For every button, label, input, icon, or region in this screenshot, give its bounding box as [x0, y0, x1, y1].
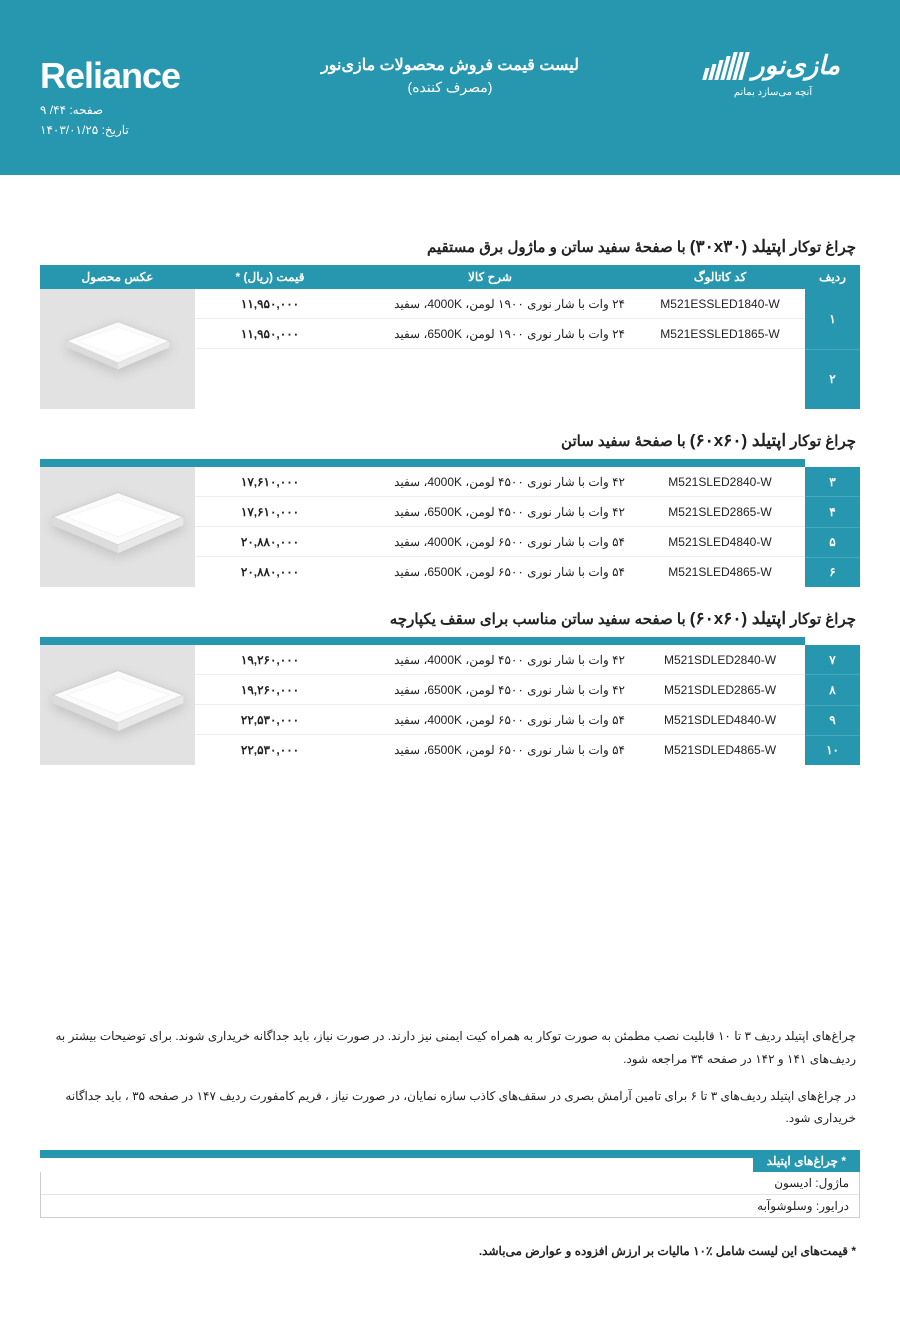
- product-image: [40, 467, 195, 587]
- cell-desc: ۵۴ وات با شار نوری ۶۵۰۰ لومن، 6500K، سفی…: [345, 743, 635, 757]
- brand-block: Reliance صفحه: ۴۴/ ۹ تاریخ: ۱۴۰۳/۰۱/۲۵: [40, 55, 180, 137]
- cell-price: ۱۹,۲۶۰,۰۰۰: [195, 683, 345, 697]
- table-header: ردیف کد کاتالوگ شرح کالا قیمت (ریال) * ع…: [40, 265, 860, 289]
- row-index: ۴: [805, 497, 860, 527]
- cell-desc: ۴۲ وات با شار نوری ۴۵۰۰ لومن، 4000K، سفی…: [345, 653, 635, 667]
- data-rows: M521SLED2840-W ۴۲ وات با شار نوری ۴۵۰۰ ل…: [195, 467, 805, 587]
- table-body: ۳۴۵۶ M521SLED2840-W ۴۲ وات با شار نوری ۴…: [40, 467, 860, 587]
- row-index: ۶: [805, 558, 860, 587]
- header-title-block: لیست قیمت فروش محصولات مازی‌نور (مصرف کن…: [321, 55, 579, 96]
- table-row: M521SDLED4840-W ۵۴ وات با شار نوری ۶۵۰۰ …: [195, 705, 805, 735]
- footer-line-module: ماژول: ادیسون: [41, 1172, 859, 1195]
- index-strip: ۷۸۹۱۰: [805, 645, 860, 765]
- th-price: قیمت (ریال) *: [195, 270, 345, 284]
- logo-tagline: آنچه می‌سازد بمانم: [706, 87, 840, 98]
- cell-desc: ۴۲ وات با شار نوری ۴۵۰۰ لومن، 6500K، سفی…: [345, 505, 635, 519]
- cell-price: ۲۲,۵۳۰,۰۰۰: [195, 713, 345, 727]
- cell-price: ۱۷,۶۱۰,۰۰۰: [195, 475, 345, 489]
- th-desc: شرح کالا: [345, 270, 635, 284]
- row-index: ۱: [805, 289, 860, 350]
- logo-text: مازی‌نور: [752, 50, 840, 81]
- cell-desc: ۴۲ وات با شار نوری ۴۵۰۰ لومن، 6500K، سفی…: [345, 683, 635, 697]
- note-2: در چراغ‌های اپتیلد ردیف‌های ۳ تا ۶ برای …: [44, 1085, 856, 1131]
- table-row: M521SLED4840-W ۵۴ وات با شار نوری ۶۵۰۰ ل…: [195, 527, 805, 557]
- cell-code: M521SDLED4865-W: [635, 743, 805, 757]
- logo-icon: [702, 52, 750, 80]
- row-index: ۷: [805, 645, 860, 675]
- notes-block: چراغ‌های اپتیلد ردیف ۳ تا ۱۰ قابلیت نصب …: [40, 1025, 860, 1130]
- date-label: تاریخ: ۱۴۰۳/۰۱/۲۵: [40, 123, 180, 137]
- page-header: Reliance صفحه: ۴۴/ ۹ تاریخ: ۱۴۰۳/۰۱/۲۵ ل…: [0, 0, 900, 175]
- table-row: M521SDLED2840-W ۴۲ وات با شار نوری ۴۵۰۰ …: [195, 645, 805, 675]
- section-title: چراغ توکار اپتیلد (۳۰x۳۰) با صفحهٔ سفید …: [44, 237, 856, 257]
- vat-note: * قیمت‌های این لیست شامل ٪۱۰ مالیات بر ا…: [44, 1244, 856, 1258]
- cell-code: M521SDLED2840-W: [635, 653, 805, 667]
- cell-code: M521SLED2840-W: [635, 475, 805, 489]
- cell-code: M521SLED4865-W: [635, 565, 805, 579]
- cell-price: ۲۲,۵۳۰,۰۰۰: [195, 743, 345, 757]
- row-index: ۸: [805, 675, 860, 705]
- footer-divider: [40, 1150, 753, 1158]
- th-code: کد کاتالوگ: [635, 270, 805, 284]
- product-image: [40, 645, 195, 765]
- brand-name: Reliance: [40, 55, 180, 97]
- table-row: M521ESSLED1840-W ۲۴ وات با شار نوری ۱۹۰۰…: [195, 289, 805, 319]
- table-row: M521SLED2840-W ۴۲ وات با شار نوری ۴۵۰۰ ل…: [195, 467, 805, 497]
- cell-code: M521SDLED2865-W: [635, 683, 805, 697]
- header-title: لیست قیمت فروش محصولات مازی‌نور: [321, 55, 579, 75]
- th-img: عکس محصول: [40, 270, 195, 284]
- cell-desc: ۲۴ وات با شار نوری ۱۹۰۰ لومن، 6500K، سفی…: [345, 327, 635, 341]
- table-row: M521SLED2865-W ۴۲ وات با شار نوری ۴۵۰۰ ل…: [195, 497, 805, 527]
- cell-desc: ۵۴ وات با شار نوری ۶۵۰۰ لومن، 6500K، سفی…: [345, 565, 635, 579]
- index-strip: ۱۲: [805, 289, 860, 409]
- cell-code: M521SLED4840-W: [635, 535, 805, 549]
- data-rows: M521ESSLED1840-W ۲۴ وات با شار نوری ۱۹۰۰…: [195, 289, 805, 409]
- footer-line-driver: درایور: وسلوشوآبه: [41, 1195, 859, 1217]
- header-subtitle: (مصرف کننده): [321, 79, 579, 96]
- cell-price: ۱۹,۲۶۰,۰۰۰: [195, 653, 345, 667]
- section-divider: [40, 637, 805, 645]
- cell-code: M521ESSLED1840-W: [635, 297, 805, 311]
- cell-code: M521SDLED4840-W: [635, 713, 805, 727]
- cell-code: M521SLED2865-W: [635, 505, 805, 519]
- table-row: M521SDLED2865-W ۴۲ وات با شار نوری ۴۵۰۰ …: [195, 675, 805, 705]
- cell-desc: ۵۴ وات با شار نوری ۶۵۰۰ لومن، 4000K، سفی…: [345, 535, 635, 549]
- footer-block: * چراغ‌های اپتیلد ماژول: ادیسون درایور: …: [40, 1150, 860, 1218]
- note-1: چراغ‌های اپتیلد ردیف ۳ تا ۱۰ قابلیت نصب …: [44, 1025, 856, 1071]
- cell-price: ۲۰,۸۸۰,۰۰۰: [195, 565, 345, 579]
- section-divider: [40, 459, 805, 467]
- footer-label: * چراغ‌های اپتیلد: [753, 1150, 860, 1172]
- row-index: ۱۰: [805, 736, 860, 765]
- section-title: چراغ توکار اپتیلد (۶۰x۶۰) با صفحه سفید س…: [44, 609, 856, 629]
- table-row: M521SDLED4865-W ۵۴ وات با شار نوری ۶۵۰۰ …: [195, 735, 805, 765]
- table-body: ۷۸۹۱۰ M521SDLED2840-W ۴۲ وات با شار نوری…: [40, 645, 860, 765]
- cell-desc: ۵۴ وات با شار نوری ۶۵۰۰ لومن، 4000K، سفی…: [345, 713, 635, 727]
- cell-price: ۱۱,۹۵۰,۰۰۰: [195, 297, 345, 311]
- data-rows: M521SDLED2840-W ۴۲ وات با شار نوری ۴۵۰۰ …: [195, 645, 805, 765]
- section-title: چراغ توکار اپتیلد (۶۰x۶۰) با صفحهٔ سفید …: [44, 431, 856, 451]
- product-image: [40, 289, 195, 409]
- cell-desc: ۲۴ وات با شار نوری ۱۹۰۰ لومن، 4000K، سفی…: [345, 297, 635, 311]
- cell-desc: ۴۲ وات با شار نوری ۴۵۰۰ لومن، 4000K، سفی…: [345, 475, 635, 489]
- table-row: M521SLED4865-W ۵۴ وات با شار نوری ۶۵۰۰ ل…: [195, 557, 805, 587]
- table-row: M521ESSLED1865-W ۲۴ وات با شار نوری ۱۹۰۰…: [195, 319, 805, 349]
- row-index: ۳: [805, 467, 860, 497]
- th-idx: ردیف: [805, 270, 860, 284]
- row-index: ۵: [805, 528, 860, 558]
- logo-block: مازی‌نور آنچه می‌سازد بمانم: [706, 50, 840, 98]
- page-number: صفحه: ۴۴/ ۹: [40, 103, 180, 117]
- cell-price: ۱۱,۹۵۰,۰۰۰: [195, 327, 345, 341]
- row-index: ۹: [805, 706, 860, 736]
- row-index: ۲: [805, 350, 860, 410]
- cell-price: ۲۰,۸۸۰,۰۰۰: [195, 535, 345, 549]
- table-body: ۱۲ M521ESSLED1840-W ۲۴ وات با شار نوری ۱…: [40, 289, 860, 409]
- index-strip: ۳۴۵۶: [805, 467, 860, 587]
- cell-price: ۱۷,۶۱۰,۰۰۰: [195, 505, 345, 519]
- cell-code: M521ESSLED1865-W: [635, 327, 805, 341]
